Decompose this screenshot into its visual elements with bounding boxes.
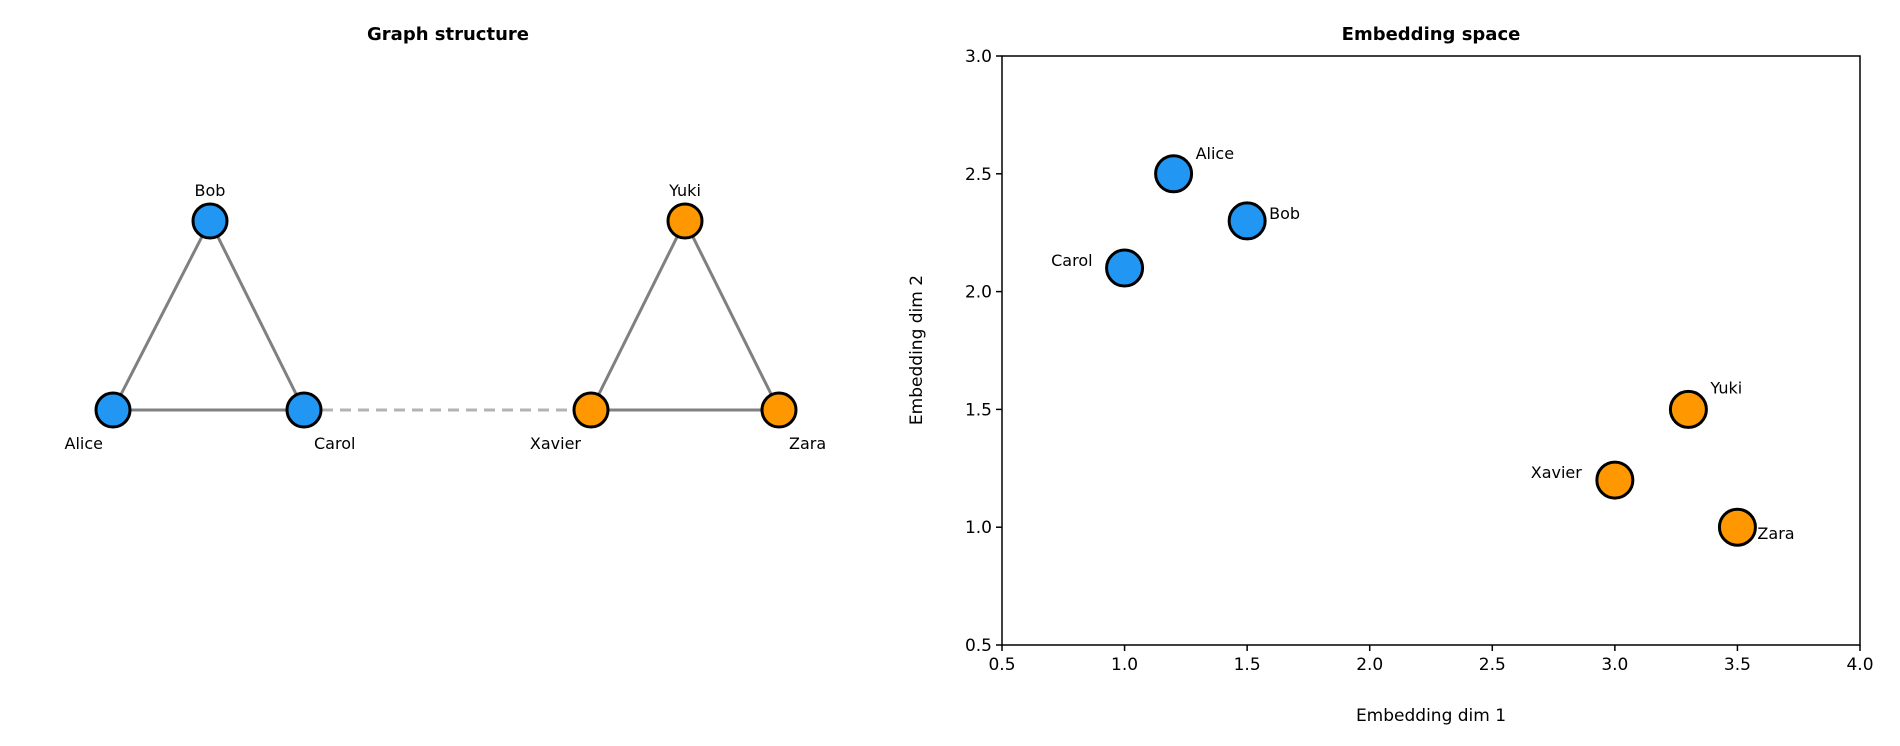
x-tick-label: 1.5 xyxy=(1234,655,1261,675)
scatter-point xyxy=(1154,154,1194,194)
scatter-point xyxy=(1717,507,1757,547)
y-tick-label: 0.5 xyxy=(965,636,992,656)
graph-edge xyxy=(208,220,306,411)
y-tick-label: 1.0 xyxy=(965,518,992,538)
graph-node-label: Xavier xyxy=(530,434,582,453)
axes-frame xyxy=(1001,55,1861,646)
graph-panel: Alice Bob Carol Xavier Yuki Zara xyxy=(65,181,827,453)
x-tick-label: 2.5 xyxy=(1479,655,1506,675)
graph-node xyxy=(572,391,610,429)
y-axis-label: Embedding dim 2 xyxy=(907,275,927,425)
scatter-point xyxy=(1227,201,1267,241)
graph-edge xyxy=(683,220,781,411)
scatter-point-label: Zara xyxy=(1757,524,1794,543)
x-axis-label: Embedding dim 1 xyxy=(1356,706,1506,726)
scatter-point-label: Yuki xyxy=(1709,378,1742,397)
y-tick-label: 2.5 xyxy=(965,165,992,185)
graph-title: Graph structure xyxy=(367,24,529,45)
graph-node xyxy=(285,391,323,429)
graph-node xyxy=(760,391,798,429)
graph-edge xyxy=(111,220,212,411)
scatter-point xyxy=(1595,460,1635,500)
graph-node xyxy=(666,202,704,240)
x-tick-label: 2.0 xyxy=(1356,655,1383,675)
graph-node xyxy=(191,202,229,240)
scatter-point-label: Carol xyxy=(1051,251,1092,270)
x-tick-label: 3.5 xyxy=(1724,655,1751,675)
graph-node-label: Alice xyxy=(65,434,103,453)
scatter-point-label: Alice xyxy=(1196,144,1234,163)
y-tick-label: 3.0 xyxy=(965,47,992,67)
graph-node-label: Carol xyxy=(314,434,355,453)
x-tick-label: 0.5 xyxy=(988,655,1015,675)
x-tick-label: 4.0 xyxy=(1846,655,1873,675)
graph-edge xyxy=(589,220,687,411)
graph-node-label: Yuki xyxy=(668,181,701,200)
scatter-point xyxy=(1668,389,1708,429)
graph-node-label: Bob xyxy=(195,181,226,200)
x-tick-label: 3.0 xyxy=(1601,655,1628,675)
scatter-panel: 0.5 1.0 1.5 2.0 2.5 3.0 3.5 4.0 0.5 1.0 1.5 2.0 2.5 3… xyxy=(965,47,1874,675)
graph-node-label: Zara xyxy=(789,434,826,453)
graph-node xyxy=(94,391,132,429)
y-tick-label: 2.0 xyxy=(965,283,992,303)
y-tick-label: 1.5 xyxy=(965,400,992,420)
scatter-point-label: Bob xyxy=(1269,204,1300,223)
scatter-point xyxy=(1105,248,1145,288)
embedding-title: Embedding space xyxy=(1342,24,1521,45)
scatter-point-label: Xavier xyxy=(1531,463,1583,482)
x-tick-label: 1.0 xyxy=(1111,655,1138,675)
